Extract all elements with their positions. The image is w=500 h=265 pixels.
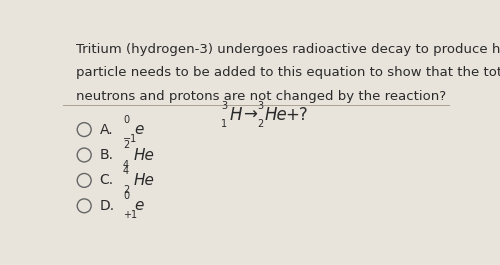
Text: −1: −1 bbox=[123, 134, 137, 144]
Text: C.: C. bbox=[100, 173, 114, 187]
Text: →: → bbox=[243, 106, 257, 124]
Text: 3: 3 bbox=[257, 101, 263, 111]
Text: A.: A. bbox=[100, 123, 114, 136]
Text: 0: 0 bbox=[123, 115, 129, 125]
Text: 4: 4 bbox=[123, 160, 129, 170]
Text: 2: 2 bbox=[123, 185, 129, 195]
Text: H: H bbox=[229, 106, 241, 124]
Text: 1: 1 bbox=[222, 119, 228, 129]
Text: +?: +? bbox=[285, 106, 308, 124]
Text: e: e bbox=[134, 198, 143, 213]
Text: +1: +1 bbox=[123, 210, 137, 220]
Text: e: e bbox=[134, 122, 143, 137]
Text: D.: D. bbox=[100, 199, 115, 213]
Text: 3: 3 bbox=[222, 101, 228, 111]
Text: B.: B. bbox=[100, 148, 114, 162]
Text: He: He bbox=[134, 173, 154, 188]
Text: Tritium (hydrogen-3) undergoes radioactive decay to produce helium-3. Which: Tritium (hydrogen-3) undergoes radioacti… bbox=[76, 43, 500, 56]
Text: He: He bbox=[265, 106, 287, 124]
Text: neutrons and protons are not changed by the reaction?: neutrons and protons are not changed by … bbox=[76, 90, 446, 103]
Text: 4: 4 bbox=[123, 166, 129, 176]
Text: He: He bbox=[134, 148, 154, 162]
Text: 2: 2 bbox=[257, 119, 264, 129]
Text: 0: 0 bbox=[123, 191, 129, 201]
Text: particle needs to be added to this equation to show that the total numbers of: particle needs to be added to this equat… bbox=[76, 67, 500, 80]
Text: 2: 2 bbox=[123, 140, 129, 150]
